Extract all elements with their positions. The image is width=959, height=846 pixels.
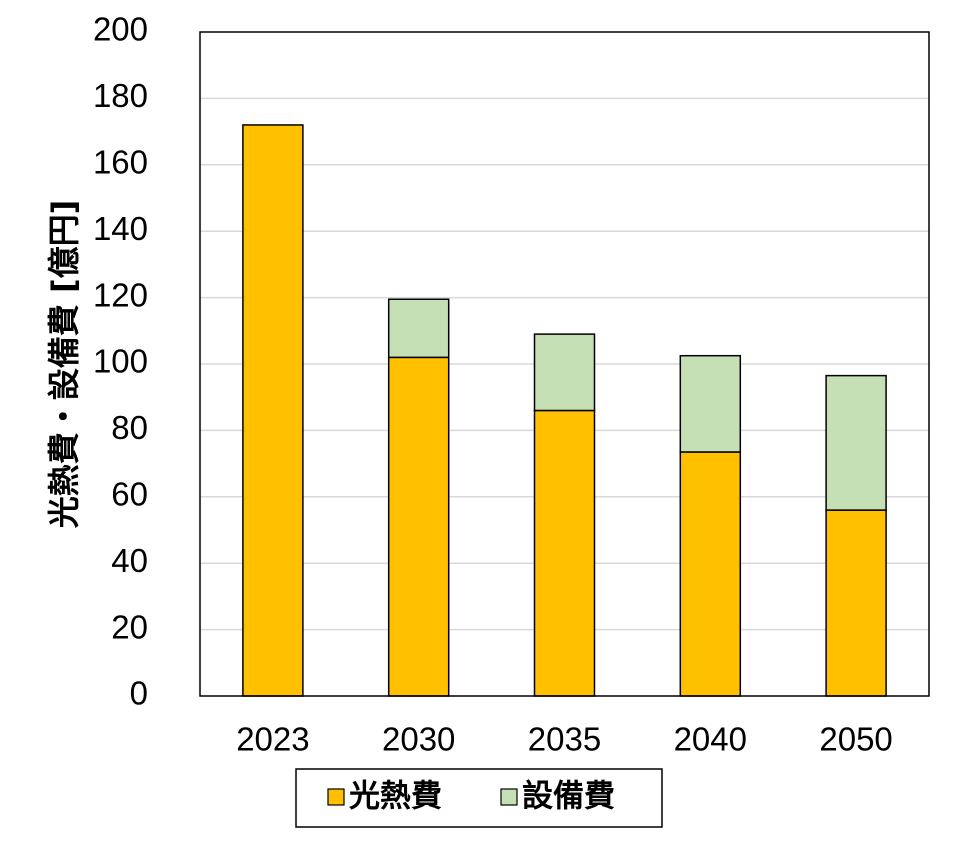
legend-swatch xyxy=(327,788,345,806)
y-axis-title: 光熱費・設備費 [億円] xyxy=(45,200,83,528)
bar-segment xyxy=(387,298,450,359)
bar-segment xyxy=(825,374,887,511)
y-tick-label: 160 xyxy=(93,144,148,181)
y-tick-label: 200 xyxy=(93,11,148,48)
plot-area-frame xyxy=(199,31,930,697)
bar-segment xyxy=(387,356,450,697)
x-tick-label: 2030 xyxy=(382,721,455,758)
legend-frame xyxy=(295,768,663,828)
bars xyxy=(242,124,887,697)
legend-swatch xyxy=(500,788,518,806)
y-tick-label: 180 xyxy=(93,77,148,114)
legend: 光熱費 設備費 xyxy=(295,768,663,828)
bar-segment xyxy=(533,409,596,697)
bar-segment xyxy=(825,509,887,697)
y-axis-tick-labels: 0 20 40 60 80 100 120 140 160 180 200 xyxy=(93,11,148,712)
bar-segment xyxy=(533,333,596,412)
bar-segment xyxy=(679,451,742,697)
x-tick-label: 2050 xyxy=(819,721,892,758)
legend-label: 設備費 xyxy=(522,779,615,815)
y-tick-label: 40 xyxy=(111,542,148,579)
x-axis-tick-labels: 2023 2030 2035 2040 2050 xyxy=(236,721,893,758)
y-tick-label: 0 xyxy=(130,675,148,712)
y-tick-label: 60 xyxy=(111,476,148,513)
y-tick-label: 120 xyxy=(93,276,148,313)
x-tick-label: 2040 xyxy=(674,721,747,758)
y-tick-label: 100 xyxy=(93,343,148,380)
y-tick-label: 20 xyxy=(111,608,148,645)
y-tick-label: 140 xyxy=(93,210,148,247)
legend-label: 光熱費 xyxy=(349,779,442,815)
bar-segment xyxy=(242,124,304,697)
bar-segment xyxy=(679,354,742,453)
x-tick-label: 2023 xyxy=(236,721,309,758)
y-tick-label: 80 xyxy=(111,409,148,446)
x-tick-label: 2035 xyxy=(528,721,601,758)
